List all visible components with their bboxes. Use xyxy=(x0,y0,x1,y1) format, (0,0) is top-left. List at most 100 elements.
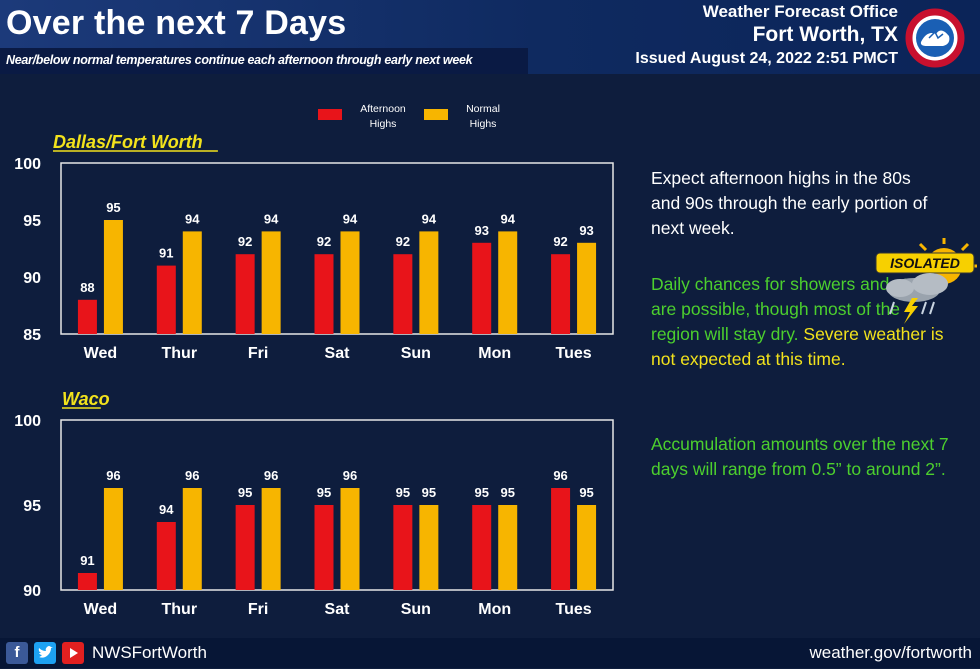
x-tick-label: Thur xyxy=(162,601,198,618)
bar-normal-high xyxy=(419,231,439,334)
bar-afternoon-high xyxy=(551,488,571,590)
data-label: 95 xyxy=(474,485,488,500)
data-label: 94 xyxy=(500,211,515,226)
data-label: 88 xyxy=(80,280,94,295)
twitter-icon[interactable] xyxy=(34,642,56,664)
bar-afternoon-high xyxy=(314,254,334,334)
x-tick-label: Sat xyxy=(325,345,351,362)
data-label: 96 xyxy=(106,468,120,483)
bar-afternoon-high xyxy=(314,505,334,590)
data-label: 95 xyxy=(106,200,120,215)
bar-normal-high xyxy=(103,488,123,590)
legend-swatch-normal xyxy=(424,109,448,120)
header-banner: Over the next 7 Days Near/below normal t… xyxy=(0,0,980,74)
data-label: 95 xyxy=(422,485,436,500)
outlook-text: Expect afternoon highs in the 80s and 90… xyxy=(651,168,928,238)
page-subtitle: Near/below normal temperatures continue … xyxy=(6,53,473,67)
y-tick-label: 95 xyxy=(23,213,41,230)
bar-afternoon-high xyxy=(472,505,492,590)
data-label: 96 xyxy=(343,468,357,483)
chart-title: Dallas/Fort Worth xyxy=(53,132,203,152)
showers-text: Daily chances for showers and storms are… xyxy=(651,272,951,372)
bar-normal-high xyxy=(182,488,202,590)
y-tick-label: 85 xyxy=(23,327,41,344)
office-city: Fort Worth, TX xyxy=(752,23,898,46)
data-label: 92 xyxy=(238,234,252,249)
data-label: 95 xyxy=(317,485,331,500)
data-label: 92 xyxy=(396,234,410,249)
legend-label-normal: Normal Highs xyxy=(466,103,500,130)
bar-normal-high xyxy=(340,231,360,334)
data-label: 96 xyxy=(185,468,199,483)
bar-afternoon-high xyxy=(77,299,97,334)
data-label: 94 xyxy=(264,211,279,226)
data-label: 91 xyxy=(159,246,173,261)
bar-afternoon-high xyxy=(77,573,97,590)
y-tick-label: 95 xyxy=(23,498,41,515)
x-tick-label: Wed xyxy=(84,345,117,362)
x-tick-label: Mon xyxy=(478,601,511,618)
bar-normal-high xyxy=(419,505,439,590)
data-label: 94 xyxy=(343,211,358,226)
office-name: Weather Forecast Office xyxy=(702,2,898,21)
x-tick-label: Fri xyxy=(248,345,268,362)
data-label: 95 xyxy=(500,485,514,500)
x-tick-label: Tues xyxy=(555,601,591,618)
bar-normal-high xyxy=(261,231,281,334)
bar-afternoon-high xyxy=(551,254,571,334)
data-label: 94 xyxy=(422,211,437,226)
y-tick-label: 100 xyxy=(14,413,41,430)
data-label: 92 xyxy=(553,234,567,249)
bar-afternoon-high xyxy=(393,254,413,334)
x-tick-label: Sat xyxy=(325,601,351,618)
bar-afternoon-high xyxy=(235,505,255,590)
showers-chance-text: Daily chances for showers and storms are… xyxy=(651,274,947,344)
y-tick-label: 100 xyxy=(14,156,41,173)
y-tick-label: 90 xyxy=(23,270,41,287)
legend-swatch-afternoon xyxy=(318,109,342,120)
bar-normal-high xyxy=(498,231,518,334)
data-label: 92 xyxy=(317,234,331,249)
waco-chart: Waco 90 95 100 Wed 91 96 Thur 94 96 Fri 95 96 Sat 95 96… xyxy=(14,389,614,618)
data-label: 94 xyxy=(185,211,200,226)
x-tick-label: Wed xyxy=(84,601,117,618)
bar-afternoon-high xyxy=(472,242,492,334)
x-tick-label: Sun xyxy=(401,601,431,618)
x-tick-label: Mon xyxy=(478,345,511,362)
data-label: 93 xyxy=(579,223,593,238)
data-label: 93 xyxy=(474,223,488,238)
bar-normal-high xyxy=(182,231,202,334)
bar-afternoon-high xyxy=(156,265,176,334)
legend-label-afternoon: Afternoon Highs xyxy=(360,103,406,130)
bar-normal-high xyxy=(577,505,597,590)
subtitle-bar: Near/below normal temperatures continue … xyxy=(0,48,528,74)
dfw-chart: Afternoon Highs Normal Highs Dallas/Fort Wor… xyxy=(14,103,614,362)
data-label: 96 xyxy=(264,468,278,483)
data-label: 96 xyxy=(553,468,567,483)
x-tick-label: Thur xyxy=(162,345,198,362)
chart-title: Waco xyxy=(62,389,110,409)
facebook-icon[interactable]: f xyxy=(6,642,28,664)
y-tick-label: 90 xyxy=(23,583,41,600)
website-link[interactable]: weather.gov/fortworth xyxy=(809,643,972,662)
accumulation-text: Accumulation amounts over the next 7 day… xyxy=(651,434,949,479)
nws-logo-icon xyxy=(905,8,965,68)
issued-timestamp: Issued August 24, 2022 2:51 PMCT xyxy=(635,50,898,67)
bar-normal-high xyxy=(498,505,518,590)
plot-frame xyxy=(60,419,614,591)
bar-normal-high xyxy=(103,220,123,334)
severe-weather-text: Severe weather is not expected at this t… xyxy=(651,324,944,369)
bar-normal-high xyxy=(340,488,360,590)
bar-afternoon-high xyxy=(393,505,413,590)
x-tick-label: Fri xyxy=(248,601,268,618)
x-tick-label: Sun xyxy=(401,345,431,362)
plot-frame xyxy=(60,162,614,335)
youtube-icon[interactable] xyxy=(62,642,84,664)
data-label: 95 xyxy=(579,485,593,500)
page-title: Over the next 7 Days xyxy=(6,4,347,42)
isolated-label: ISOLATED xyxy=(890,255,960,271)
thunderstorm-cloud-icon: ISOLATED xyxy=(875,238,977,324)
data-label: 95 xyxy=(238,485,252,500)
data-label: 95 xyxy=(396,485,410,500)
social-handle[interactable]: NWSFortWorth xyxy=(92,643,207,662)
